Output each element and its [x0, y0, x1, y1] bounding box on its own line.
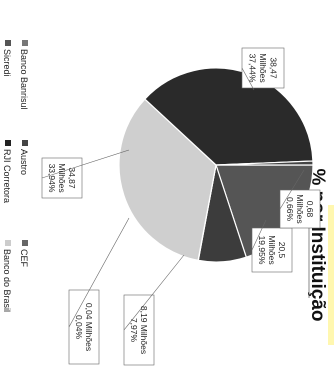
legend-label: Austro: [19, 149, 29, 175]
slice-label-text: Milhões: [57, 163, 67, 192]
leader-line: [123, 254, 185, 331]
slice-label-text: 0,68: [305, 201, 315, 218]
leader-line: [251, 219, 267, 251]
slice-label-text: 20,5: [277, 242, 287, 259]
leader-line: [68, 217, 130, 328]
slice-label-text: 37,44%: [248, 54, 258, 83]
legend-item: Austro: [19, 140, 29, 175]
slice-label-text: 7,97%: [129, 318, 139, 343]
legend-swatch: [22, 40, 28, 46]
legend-label: Sicredi: [2, 49, 12, 77]
legend-label: CEF: [19, 249, 29, 268]
slice-label-text: Milhões: [267, 235, 277, 264]
legend-item: RJI Corretora: [2, 140, 12, 203]
leader-line: [241, 67, 255, 91]
legend-item: CEF: [19, 240, 29, 268]
slice-label-text: Milhões: [295, 194, 305, 223]
legend-item: Sicredi: [2, 40, 12, 77]
legend-item: Banco do Brasil: [2, 240, 12, 312]
legend-label: RJI Corretora: [2, 149, 12, 203]
slice-label-text: 0,04%: [74, 315, 84, 340]
slice-label-text: 38,47: [269, 57, 279, 79]
slice-label-text: 19,95%: [257, 236, 267, 265]
legend-swatch: [5, 40, 11, 46]
legend-label: Banco Banrisul: [19, 49, 29, 110]
legend-swatch: [5, 140, 11, 146]
legend-label: Banco do Brasil: [2, 249, 12, 312]
legend-swatch: [5, 240, 11, 246]
leader-line: [279, 169, 305, 210]
slice-label-text: 34,87: [67, 167, 77, 189]
pie-slice-3: [118, 98, 217, 262]
slice-label-text: 0,04 Milhões: [84, 303, 94, 351]
legend-swatch: [22, 140, 28, 146]
slice-label-text: 0,66%: [285, 197, 295, 222]
slice-label-text: Milhões: [258, 53, 268, 82]
yellow-edge-strip: [328, 205, 334, 345]
legend-swatch: [22, 240, 28, 246]
pie-slice-5: [215, 160, 314, 166]
slice-label-text: 8,19 Milhões: [139, 306, 149, 354]
leader-line: [41, 149, 130, 179]
legend-item: Banco Banrisul: [19, 40, 29, 110]
slice-label-text: 33,94%: [47, 164, 57, 193]
